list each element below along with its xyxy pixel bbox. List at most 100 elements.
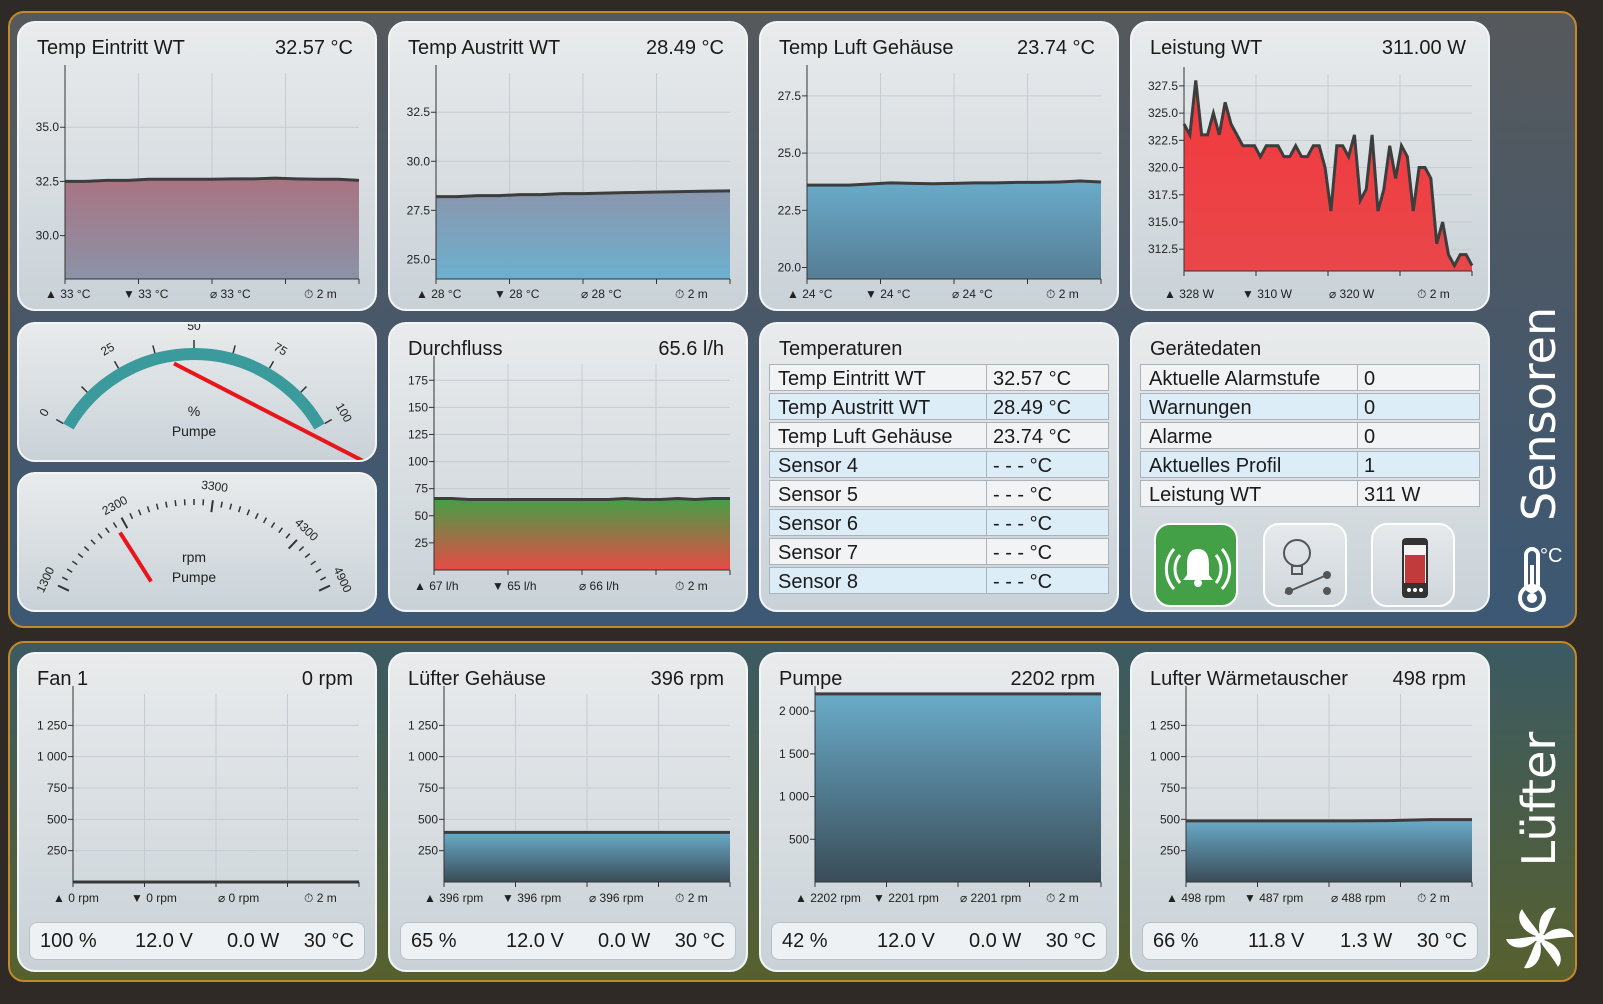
- temperature-name: Sensor 6: [769, 509, 987, 536]
- y-tick-label: 2 000: [779, 704, 809, 718]
- y-tick-label: 750: [1160, 781, 1180, 795]
- gauge-tick: [246, 509, 251, 516]
- stat-label: ⌀ 28 °C: [581, 287, 622, 301]
- y-tick-label: 317.5: [1148, 188, 1178, 202]
- y-tick-label: 500: [789, 832, 809, 846]
- fan-power: 1.3 W: [1340, 930, 1393, 952]
- chart-value: 311.00 W: [1381, 37, 1466, 59]
- stat-label: ▼ 28 °C: [494, 287, 540, 301]
- chart-panel-durchfluss[interactable]: Durchfluss 65.6 l/h 25 50 75 100 125 150 175 ▲ …: [388, 322, 748, 612]
- gauge-tick: [318, 584, 331, 592]
- y-tick-label: 312.5: [1148, 242, 1178, 256]
- pump-percent-gauge: 0 25 50 75 100% Pumpe: [36, 324, 366, 460]
- stat-label: ⌀ 33 °C: [210, 287, 251, 301]
- sensoren-title: Sensoren: [1512, 306, 1566, 521]
- gauge-tick: [66, 568, 73, 573]
- temperature-value: 32.57 °C: [987, 364, 1109, 391]
- gauge-tick: [310, 560, 317, 566]
- temperature-name: Sensor 7: [769, 538, 987, 565]
- gauge-tick: [55, 418, 64, 425]
- y-tick-label: 32.5: [407, 105, 431, 119]
- gauge-needle: [118, 531, 153, 583]
- fan-power: 0.0 W: [227, 930, 280, 952]
- gauge-tick: [61, 576, 68, 581]
- y-tick-label: 250: [1160, 844, 1180, 858]
- gauge-unit: %: [188, 403, 200, 419]
- light-button[interactable]: [1263, 523, 1347, 607]
- chart-title: Durchfluss: [408, 338, 503, 360]
- fan-footer: 100 % 12.0 V 0.0 W 30 °C: [29, 922, 365, 960]
- temperature-value: - - - °C: [987, 567, 1109, 594]
- chart-panel-temp-eintritt[interactable]: Temp Eintritt WT 32.57 °C 30.0 32.5 35.0 ▲ …: [17, 21, 377, 311]
- stat-label: ▲ 33 °C: [45, 287, 91, 301]
- reservoir-button[interactable]: [1371, 523, 1455, 607]
- gauge-tick: [71, 560, 78, 566]
- fan-voltage: 12.0 V: [877, 930, 935, 952]
- stat-label: ▲ 2202 rpm: [795, 891, 861, 905]
- gauge-tick: [77, 553, 84, 559]
- y-tick-label: 1 250: [37, 718, 67, 732]
- series-area: [434, 498, 730, 570]
- chart-panel-temp-austritt[interactable]: Temp Austritt WT 28.49 °C 25.0 27.5 30.0 32…: [388, 21, 748, 311]
- stat-label: ▼ 487 rpm: [1244, 891, 1303, 905]
- fan-panel-luefter-waermetauscher[interactable]: Lufter Wärmetauscher 498 rpm 250 500 750 1 …: [1130, 652, 1490, 972]
- gauge-tick: [278, 527, 284, 534]
- fan-panel-pumpe[interactable]: Pumpe 2202 rpm 500 1 000 1 500 2 000 ▲ 2202 …: [759, 652, 1119, 972]
- fan-chart: 250 500 750 1 000 1 250 ▲ 0 rpm ▼ 0 rpm ⌀ 0 rpm…: [37, 686, 360, 905]
- chart-panel-leistung-wt[interactable]: Leistung WT 311.00 W 312.5 315.0 317.5 320.…: [1130, 21, 1490, 311]
- fan-duty: 42 %: [782, 930, 828, 952]
- fan-voltage: 12.0 V: [506, 930, 564, 952]
- series-area: [807, 181, 1101, 279]
- series-area: [65, 178, 359, 279]
- stat-label: ▼ 33 °C: [123, 287, 169, 301]
- temperature-name: Temp Eintritt WT: [769, 364, 987, 391]
- stat-label: ⌀ 0 rpm: [218, 891, 259, 905]
- y-tick-label: 100: [408, 455, 428, 469]
- gauge-tick: [137, 509, 142, 516]
- device-name: Alarme: [1140, 422, 1358, 449]
- temperatures-table: Temp Eintritt WT 32.57 °C Temp Austritt WT…: [769, 364, 1109, 596]
- series-area: [436, 190, 730, 279]
- stat-label: ▼ 310 W: [1242, 287, 1293, 301]
- gauge-tick: [120, 517, 129, 529]
- fan-panel-fan1[interactable]: Fan 1 0 rpm 250 500 750 1 000 1 250 ▲ 0 rpm ▼ …: [17, 652, 377, 972]
- y-tick-label: 1 000: [37, 750, 67, 764]
- y-tick-label: 125: [408, 427, 428, 441]
- gauge-tick: [152, 345, 156, 354]
- gauge-tick-label: 50: [187, 324, 201, 333]
- chart-panel-temp-luft[interactable]: Temp Luft Gehäuse 23.74 °C 20.0 22.5 25.0 2…: [759, 21, 1119, 311]
- fan-panel-luefter-gehaeuse[interactable]: Lüfter Gehäuse 396 rpm 250 500 750 1 000 1 2…: [388, 652, 748, 972]
- stat-label: ⌀ 2201 rpm: [960, 891, 1021, 905]
- device-value: 311 W: [1358, 480, 1480, 507]
- temperature-name: Temp Austritt WT: [769, 393, 987, 420]
- fan-title: Lufter Wärmetauscher: [1150, 668, 1348, 690]
- y-tick-label: 150: [408, 400, 428, 414]
- stat-label: ▲ 0 rpm: [53, 891, 99, 905]
- alarm-button[interactable]: [1154, 523, 1238, 607]
- gauge-tick-label: 4900: [331, 565, 355, 595]
- alarm-bell-icon: [1164, 548, 1232, 590]
- gauge-tick: [104, 527, 110, 534]
- fan-title: Lüfter Gehäuse: [408, 668, 546, 690]
- y-tick-label: 315.0: [1148, 215, 1178, 229]
- series-line: [1186, 818, 1472, 823]
- gauge-tick: [112, 522, 118, 528]
- series-area: [815, 693, 1101, 882]
- gauge-tick-label: 75: [271, 340, 290, 359]
- chart-value: 23.74 °C: [1016, 37, 1095, 59]
- line-chart: 20.0 22.5 25.0 27.5 ▲ 24 °C ▼ 24 °C ⌀ 24 °C ⏱ 2…: [778, 65, 1102, 301]
- fan-duty: 66 %: [1153, 930, 1199, 952]
- chart-title: Temp Austritt WT: [408, 37, 561, 59]
- gauge-tick-label: 100: [333, 400, 355, 425]
- temperature-name: Sensor 4: [769, 451, 987, 478]
- chart-title: Temp Luft Gehäuse: [779, 37, 954, 59]
- fan-chart: 250 500 750 1 000 1 250 ▲ 396 rpm ▼ 396 rpm ⌀ 3…: [408, 686, 731, 905]
- y-tick-label: 25.0: [407, 252, 431, 266]
- gauge-tick: [285, 533, 291, 539]
- device-value: 0: [1358, 422, 1480, 449]
- series-line: [434, 496, 730, 502]
- gauge-tick: [270, 522, 276, 528]
- y-tick-label: 30.0: [36, 229, 60, 243]
- device-row: Warnungen 0: [1140, 393, 1480, 420]
- gauge-label: Pumpe: [172, 423, 217, 439]
